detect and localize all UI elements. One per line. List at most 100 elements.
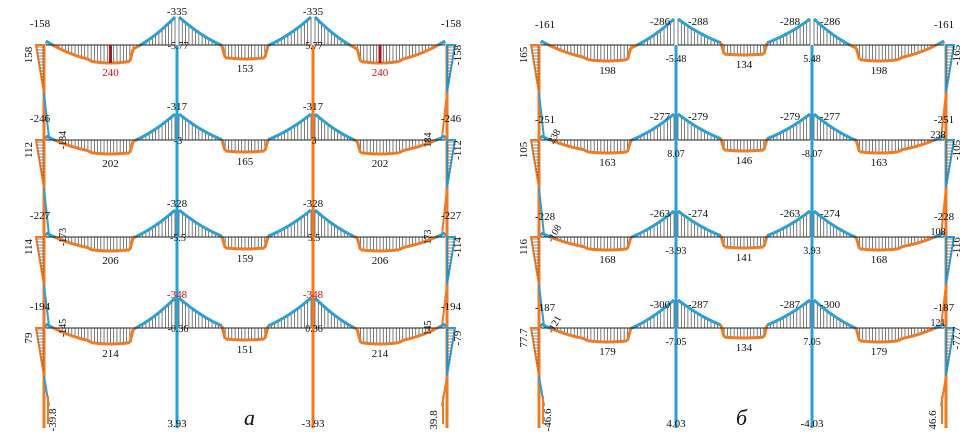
moment-curve-segment (717, 232, 722, 238)
moment-curve-segment (350, 233, 355, 238)
moment-curve-segment (677, 298, 683, 304)
support-moment-label: -228 (934, 211, 955, 223)
moment-curve-segment (415, 145, 420, 149)
moment-curve-segment (290, 220, 296, 226)
moment-curve-segment (68, 333, 73, 338)
support-moment-label: -277 (820, 111, 841, 123)
moment-curve-segment (412, 146, 417, 150)
moment-curve-segment (567, 51, 572, 56)
moment-curve-segment (333, 313, 339, 319)
support-moment-label: -348 (303, 289, 324, 301)
moment-curve-segment (795, 305, 801, 311)
moment-curve-segment (550, 327, 555, 332)
moment-curve-segment (829, 312, 835, 317)
moment-curve-segment (826, 28, 832, 34)
moment-curve-segment (424, 330, 430, 335)
moment-curve-segment (154, 221, 160, 227)
moment-curve-segment (930, 44, 935, 49)
moment-curve-segment (201, 314, 207, 319)
span-moment-label: 168 (871, 254, 888, 266)
moment-curve-segment (141, 320, 147, 326)
column-moment-right (945, 327, 956, 377)
moment-curve-segment (573, 334, 578, 339)
support-moment-label: -161 (535, 19, 555, 31)
moment-curve-segment (707, 317, 712, 322)
moment-curve-segment (218, 136, 223, 141)
moment-curve-segment (766, 232, 771, 238)
moment-curve-segment (901, 147, 906, 152)
moment-curve-segment (84, 338, 89, 342)
moment-curve-segment (55, 327, 60, 332)
moment-curve-segment (540, 322, 545, 327)
moment-curve-segment (128, 237, 135, 251)
moment-curve-segment (710, 133, 715, 138)
moment-curve-segment (418, 51, 423, 56)
moment-curve-segment (683, 22, 689, 28)
moment-curve-segment (320, 303, 326, 309)
moment-curve-segment (920, 330, 925, 335)
moment-curve-segment (936, 136, 942, 141)
moment-curve-segment (211, 39, 216, 44)
moment-curve-segment (340, 38, 346, 43)
moment-curve-segment (343, 133, 349, 139)
support-moment-label: -300 (820, 299, 841, 311)
moment-curve-segment (428, 237, 433, 242)
span-moment-label: 202 (372, 158, 389, 170)
moment-curve-segment (151, 33, 157, 39)
support-moment-label: -288 (780, 16, 801, 28)
moment-curve-segment (570, 334, 575, 338)
support-moment-label: -286 (820, 16, 841, 28)
moment-curve-segment (277, 228, 282, 233)
moment-curve-segment (663, 215, 669, 220)
moment-curve-segment (204, 130, 210, 135)
moment-curve-segment (832, 224, 838, 229)
support-moment-label: -227 (441, 210, 462, 222)
moment-curve-segment (557, 141, 562, 146)
moment-curve-segment (198, 126, 203, 132)
moment-curve-segment (402, 338, 407, 342)
moment-curve-segment (263, 235, 270, 249)
extra-moment-label: 173 (423, 230, 434, 245)
moment-curve-segment (283, 128, 289, 134)
moment-curve-segment (320, 118, 326, 124)
moment-curve-segment (343, 40, 349, 45)
moment-curve-segment (418, 333, 423, 338)
column-moment-left-lower (43, 92, 50, 139)
moment-curve-segment (659, 26, 665, 32)
moment-curve-segment (81, 337, 86, 342)
moment-curve-segment (580, 55, 585, 59)
inner-moment-label: 7.05 (803, 337, 821, 348)
moment-curve-segment (437, 233, 443, 238)
moment-curve-segment (683, 303, 689, 309)
inner-moment-label: 5.5 (308, 233, 321, 244)
column-left-label: 114 (23, 238, 35, 255)
moment-curve-segment (917, 332, 922, 336)
moment-curve-segment (138, 135, 144, 140)
moment-curve-segment (428, 46, 433, 52)
moment-curve-segment (816, 212, 822, 218)
moment-curve-segment (306, 112, 312, 118)
moment-curve-segment (717, 40, 722, 45)
moment-curve-segment (267, 323, 273, 328)
moment-curve-segment (789, 221, 795, 226)
moment-curve-segment (148, 35, 154, 41)
moment-curve-segment (138, 231, 144, 237)
moment-curve-segment (920, 48, 926, 54)
moment-curve-segment (832, 127, 838, 132)
moment-curve-segment (573, 53, 578, 58)
moment-curve-segment (835, 129, 841, 134)
span-moment-label: 202 (102, 158, 119, 170)
support-moment-label: -194 (30, 301, 51, 313)
moment-curve-segment (214, 321, 220, 326)
column-moment-left-lower (538, 187, 545, 236)
column-moment-left (529, 44, 540, 94)
moment-curve-segment (74, 146, 79, 150)
moment-curve-segment (61, 141, 66, 146)
span-moment-label: 206 (102, 255, 119, 267)
inner-moment-label: 3 (312, 136, 317, 147)
moment-curve-segment (822, 217, 828, 223)
moment-curve-segment (64, 50, 70, 55)
moment-curve-segment (940, 231, 945, 236)
moment-curve-segment (220, 235, 227, 249)
moment-curve-segment (81, 55, 86, 60)
